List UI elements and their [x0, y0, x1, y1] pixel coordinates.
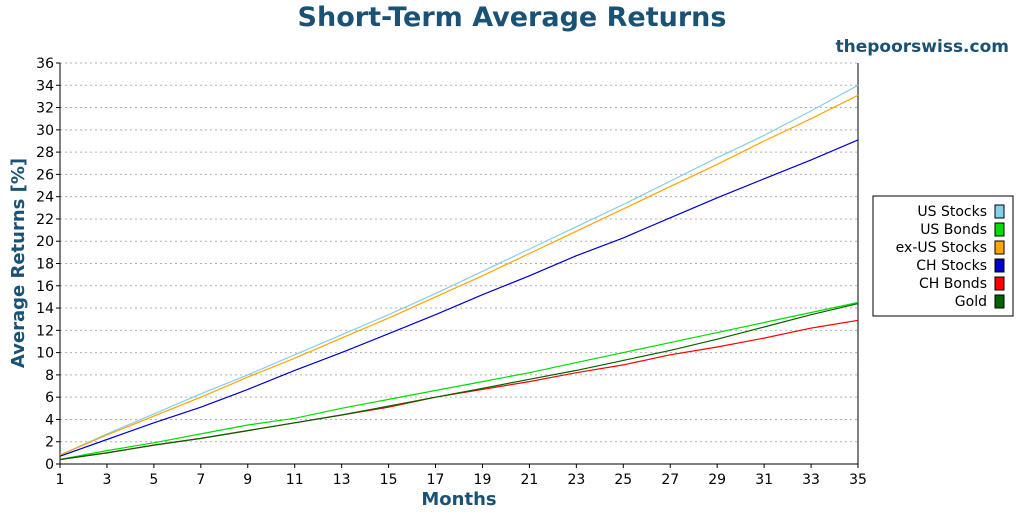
x-tick-label: 15 [380, 472, 398, 488]
y-tick-label: 16 [36, 279, 54, 295]
series-line-gold [59, 303, 859, 461]
series-layer [59, 84, 859, 461]
y-tick-label: 6 [45, 390, 54, 406]
y-tick-label: 26 [36, 167, 54, 183]
site-label: thepoorswiss.com [836, 37, 1010, 57]
legend-label: ex-US Stocks [896, 240, 987, 256]
series-line-ch-stocks [59, 139, 859, 457]
x-tick-label: 17 [427, 472, 445, 488]
x-tick-label: 9 [243, 472, 252, 488]
x-tick-label: 21 [520, 472, 538, 488]
y-tick-label: 20 [36, 234, 54, 250]
x-axis-title: Months [421, 489, 496, 510]
legend-swatch [994, 222, 1005, 237]
y-axis-title: Average Returns [%] [8, 158, 29, 368]
legend-swatch [994, 204, 1005, 219]
legend-label: CH Bonds [919, 276, 987, 292]
legend-swatch [994, 258, 1005, 273]
x-tick-label: 27 [661, 472, 679, 488]
x-tick-label: 23 [567, 472, 585, 488]
x-tick-label: 19 [474, 472, 492, 488]
series-line-us-bonds [59, 301, 859, 461]
x-tick-label: 29 [708, 472, 726, 488]
plot-area [59, 63, 859, 465]
y-tick-label: 10 [36, 346, 54, 362]
x-tick-label: 31 [755, 472, 773, 488]
x-axis: 1 3 5 7 9 11 13 15 17 19 21 23 25 27 29 31 33 35 [56, 464, 867, 488]
series-line-ch-bonds [59, 319, 859, 461]
legend-swatch [994, 294, 1005, 309]
x-tick-label: 13 [333, 472, 351, 488]
chart-title: Short-Term Average Returns [298, 2, 727, 33]
x-tick-label: 11 [286, 472, 304, 488]
y-tick-label: 14 [36, 301, 54, 317]
grid [60, 62, 858, 443]
y-tick-label: 28 [36, 145, 54, 161]
x-tick-label: 25 [614, 472, 632, 488]
y-tick-label: 4 [45, 412, 54, 428]
legend-swatch [994, 276, 1005, 291]
x-tick-label: 33 [802, 472, 820, 488]
y-tick-label: 8 [45, 368, 54, 384]
y-tick-label: 18 [36, 257, 54, 273]
series-line-us-stocks [59, 84, 859, 456]
x-tick-label: 35 [849, 472, 867, 488]
x-tick-label: 3 [102, 472, 111, 488]
legend-label: Gold [955, 294, 987, 310]
legend-swatch [994, 240, 1005, 255]
series-line-ex-us-stocks [59, 94, 859, 456]
y-tick-label: 0 [45, 457, 54, 473]
x-tick-label: 7 [196, 472, 205, 488]
legend-label: CH Stocks [916, 258, 987, 274]
y-tick-label: 24 [36, 190, 54, 206]
legend-label: US Bonds [920, 222, 987, 238]
legend-label: US Stocks [917, 204, 987, 220]
y-tick-label: 32 [36, 101, 54, 117]
y-tick-label: 2 [45, 435, 54, 451]
y-tick-label: 30 [36, 123, 54, 139]
legend: US Stocks US Bonds ex-US Stocks CH Stocks CH… [872, 195, 1014, 317]
y-tick-label: 34 [36, 78, 54, 94]
x-tick-label: 1 [56, 472, 65, 488]
legend-box [872, 195, 1014, 317]
y-tick-label: 36 [36, 56, 54, 72]
y-tick-label: 22 [36, 212, 54, 228]
y-tick-label: 12 [36, 323, 54, 339]
x-tick-label: 5 [149, 472, 158, 488]
